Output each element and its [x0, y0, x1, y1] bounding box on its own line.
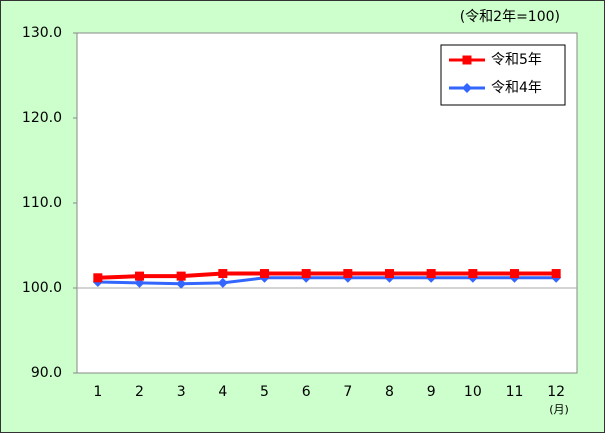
x-tick-label: 8 — [385, 384, 394, 400]
series-line — [97, 276, 557, 286]
y-tick-label: 110.0 — [22, 195, 62, 211]
marker — [176, 271, 186, 281]
marker — [217, 277, 228, 288]
legend-label: 令和5年 — [491, 52, 542, 68]
x-tick-label: 11 — [506, 384, 524, 400]
x-tick-label: 4 — [218, 384, 227, 400]
legend-box — [440, 44, 566, 106]
marker — [135, 271, 144, 281]
marker — [426, 269, 436, 279]
x-unit: (月) — [549, 403, 569, 416]
marker — [551, 269, 561, 279]
x-tick-label: 10 — [464, 384, 482, 400]
y-tick-label: 130.0 — [22, 25, 62, 41]
x-tick-label: 3 — [177, 384, 186, 400]
y-tick-label: 120.0 — [22, 110, 62, 126]
x-tick-label: 12 — [547, 384, 565, 400]
y-tick-label: 100.0 — [22, 280, 62, 296]
marker — [343, 269, 353, 279]
marker — [301, 269, 311, 279]
x-tick-label: 9 — [427, 384, 436, 400]
x-tick-label: 1 — [93, 384, 102, 400]
marker — [468, 269, 478, 279]
x-tick-label: 5 — [260, 384, 269, 400]
unit-note: (令和2年=100) — [460, 9, 560, 25]
marker — [260, 269, 269, 279]
y-tick-label: 90.0 — [31, 365, 62, 381]
legend-label: 令和4年 — [491, 80, 542, 96]
x-tick-label: 7 — [343, 384, 352, 400]
marker — [93, 273, 103, 283]
marker — [462, 83, 472, 93]
marker — [218, 269, 228, 279]
series-line — [97, 271, 557, 280]
marker — [510, 269, 519, 279]
marker — [176, 278, 187, 289]
marker — [462, 55, 472, 65]
x-tick-label: 6 — [302, 384, 311, 400]
x-tick-label: 2 — [135, 384, 144, 400]
marker — [385, 269, 394, 279]
